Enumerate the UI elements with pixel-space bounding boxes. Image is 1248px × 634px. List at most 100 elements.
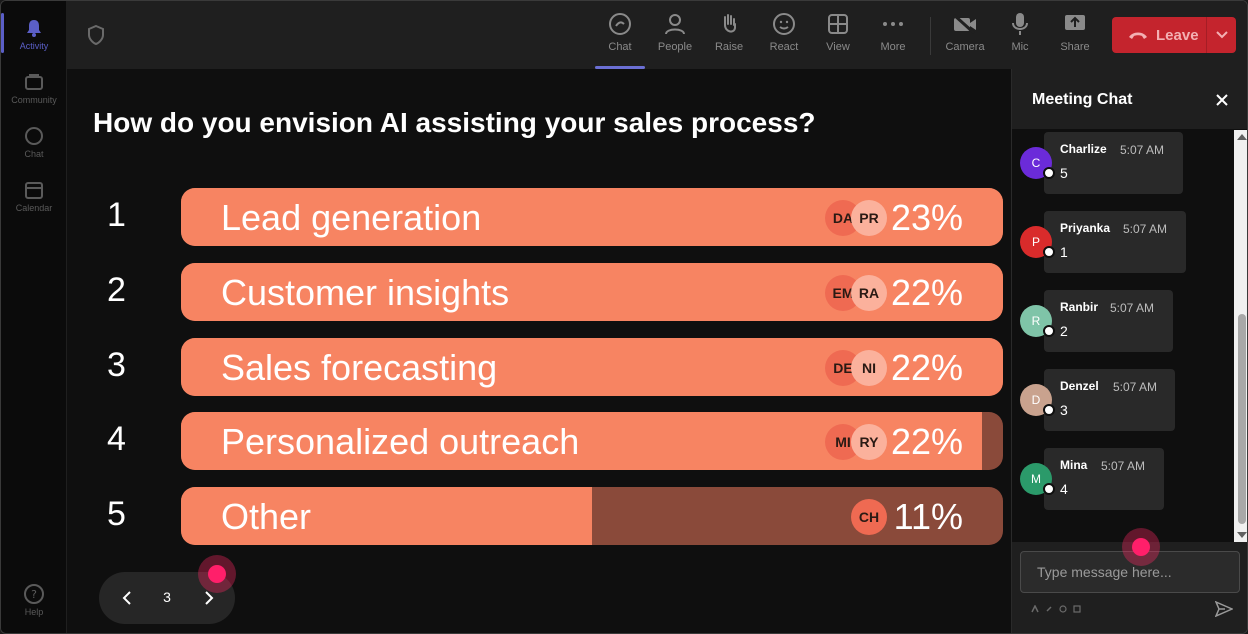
message-text: 1 (1060, 244, 1068, 260)
poll-option-fill (181, 487, 592, 545)
cursor-indicator (198, 555, 236, 593)
person-icon (662, 11, 688, 37)
more-dots-icon (880, 11, 906, 37)
page-number: 3 (163, 589, 171, 605)
poll-option-bar: Lead generation DA PR 23% (181, 188, 1003, 246)
poll-question: How do you envision AI assisting your sa… (93, 107, 816, 138)
message-timestamp: 5:07 AM (1120, 143, 1165, 157)
mic-button[interactable]: Mic (995, 11, 1045, 63)
avatar[interactable]: D (1020, 384, 1055, 416)
chat-message[interactable]: Denzel 5:07 AM 3 (1044, 369, 1175, 431)
chat-button[interactable]: Chat (595, 11, 645, 69)
message-timestamp: 5:07 AM (1123, 222, 1168, 236)
cursor-indicator (1122, 528, 1160, 566)
people-button[interactable]: People (650, 11, 700, 63)
camera-off-icon (952, 11, 978, 37)
message-timestamp: 5:07 AM (1113, 380, 1158, 394)
poll-option-bar: Personalized outreach MI RY 22% (181, 412, 1003, 470)
chat-panel-title: Meeting Chat (1032, 91, 1133, 108)
message-text: 4 (1060, 481, 1068, 497)
avatar[interactable]: R (1020, 305, 1055, 337)
chat-message[interactable]: Charlize 5:07 AM 5 (1044, 132, 1183, 194)
chat-message-list: Charlize 5:07 AM 5 C Priyanka 5:07 AM 1 P Ranbir… (1012, 130, 1234, 542)
presence-status-icon (1043, 325, 1055, 337)
poll-option-number: 2 (107, 271, 126, 309)
avatar[interactable]: M (1020, 463, 1055, 495)
presence-status-icon (1043, 167, 1055, 179)
view-button[interactable]: View (813, 11, 863, 63)
poll-option-number: 5 (107, 495, 126, 533)
chevron-down-icon[interactable] (1206, 17, 1236, 53)
presence-status-icon (1043, 483, 1055, 495)
rail-item-calendar[interactable]: Calendar (1, 171, 67, 221)
leave-button-label: Leave (1156, 26, 1199, 44)
formatting-toolbar (1030, 604, 1082, 614)
share-button[interactable]: Share (1050, 11, 1100, 63)
raise-hand-button[interactable]: Raise (704, 11, 754, 63)
message-author: Denzel (1060, 379, 1099, 393)
gif-icon[interactable] (1072, 604, 1082, 614)
help-icon: ? (23, 583, 45, 605)
presence-status-icon (1043, 404, 1055, 416)
svg-text:?: ? (31, 588, 37, 601)
poll-option-label: Sales forecasting (221, 347, 498, 388)
poll-option-percent: 22% (890, 272, 963, 313)
chat-scrollbar[interactable] (1234, 130, 1247, 542)
more-button[interactable]: More (868, 11, 918, 63)
rail-item-activity[interactable]: Activity (1, 9, 67, 59)
chat-message[interactable]: Mina 5:07 AM 4 (1044, 448, 1164, 510)
chat-icon (23, 125, 45, 147)
react-button[interactable]: React (759, 11, 809, 63)
presence-status-icon (1043, 246, 1055, 258)
scroll-up-arrow[interactable] (1237, 134, 1247, 140)
chat-message[interactable]: Ranbir 5:07 AM 2 (1044, 290, 1173, 352)
message-author: Priyanka (1060, 221, 1111, 235)
voter-avatar: RA (851, 275, 887, 311)
poll-option-bar: Customer insights EM RA 22% (181, 263, 1003, 321)
calendar-icon (23, 179, 45, 201)
chat-button-label: Chat (608, 41, 632, 53)
rail-item-chat[interactable]: Chat (1, 117, 67, 167)
mic-button-label: Mic (1011, 41, 1029, 53)
chevron-right-icon[interactable] (197, 586, 221, 610)
poll-option-label: Customer insights (221, 272, 510, 313)
grid-icon (825, 11, 851, 37)
format-icon[interactable] (1030, 604, 1040, 614)
meeting-toolbar: Chat People Raise React View (67, 1, 1247, 69)
bell-icon (23, 17, 45, 39)
rail-item-help[interactable]: ? Help (1, 575, 67, 625)
avatar-initial: C (1031, 156, 1041, 170)
more-button-label: More (880, 41, 906, 53)
chat-divider (1012, 129, 1247, 130)
camera-button-label: Camera (945, 41, 985, 53)
avatar[interactable]: P (1020, 226, 1055, 258)
poll-option-label: Other (221, 496, 312, 537)
meeting-chat-panel: Meeting Chat Charlize 5:07 AM 5 C Priyanka 5:… (1011, 69, 1247, 633)
attach-icon[interactable] (1044, 604, 1054, 614)
poll-option-number: 4 (107, 420, 126, 458)
chat-bubble-icon (607, 11, 633, 37)
camera-button[interactable]: Camera (940, 11, 990, 63)
chat-message[interactable]: Priyanka 5:07 AM 1 (1044, 211, 1186, 273)
avatar[interactable]: C (1020, 147, 1055, 179)
view-button-label: View (826, 41, 850, 53)
chevron-left-icon[interactable] (115, 586, 139, 610)
emoji-icon[interactable] (1058, 604, 1068, 614)
leave-button[interactable]: Leave (1112, 17, 1236, 53)
message-timestamp: 5:07 AM (1101, 459, 1146, 473)
rail-item-label: Calendar (15, 203, 53, 213)
hand-icon (716, 11, 742, 37)
scroll-thumb[interactable] (1238, 314, 1246, 524)
message-timestamp: 5:07 AM (1110, 301, 1155, 315)
rail-item-community[interactable]: Community (1, 63, 67, 113)
close-icon[interactable] (1213, 91, 1231, 109)
poll-option-number: 1 (107, 196, 126, 234)
community-icon (23, 71, 45, 93)
avatar-initial: R (1031, 314, 1041, 328)
scroll-down-arrow[interactable] (1237, 532, 1247, 538)
chat-message-input[interactable] (1020, 551, 1240, 593)
voter-avatar: PR (851, 200, 887, 236)
send-icon[interactable] (1214, 599, 1234, 619)
message-author: Ranbir (1060, 300, 1099, 314)
poll-option-bar: Other CH 11% (181, 487, 1003, 545)
